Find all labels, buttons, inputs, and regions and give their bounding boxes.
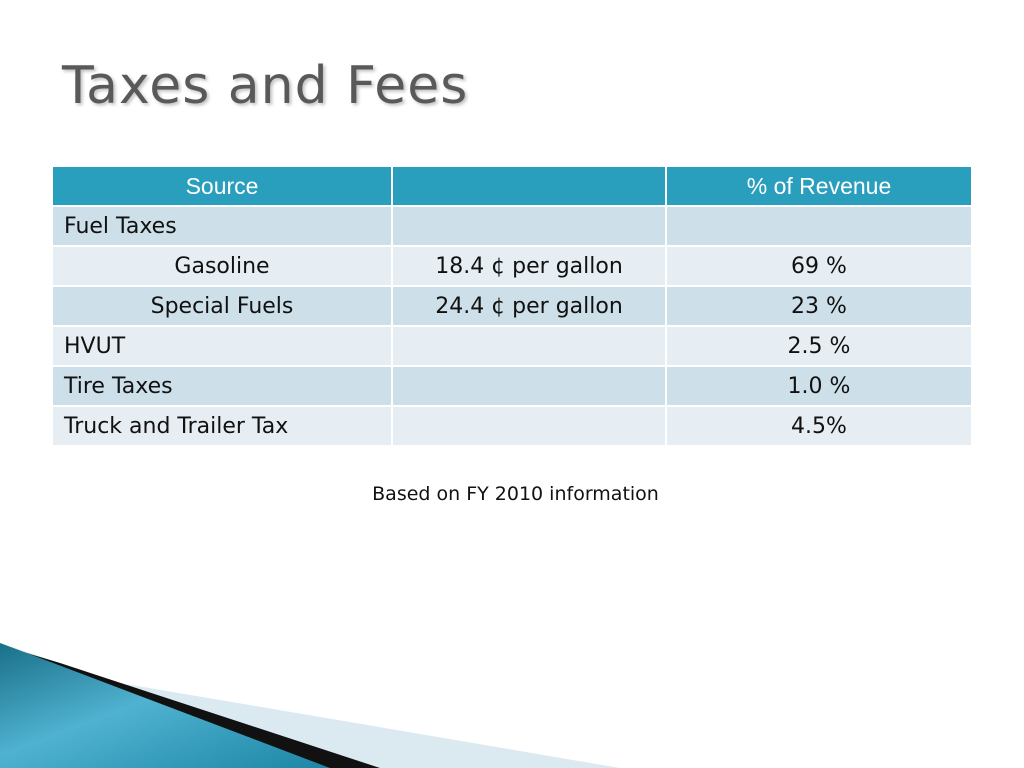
header-percent-revenue: % of Revenue	[665, 165, 973, 207]
cell-source: Truck and Trailer Tax	[51, 405, 393, 447]
cell-percent: 1.0 %	[665, 365, 973, 407]
cell-percent: 23 %	[665, 285, 973, 327]
slide-title: Taxes and Fees	[62, 56, 469, 116]
cell-rate: 18.4 ¢ per gallon	[391, 245, 667, 287]
header-rate	[391, 165, 667, 207]
cell-rate	[391, 325, 667, 367]
cell-rate	[391, 405, 667, 447]
cell-percent: 4.5%	[665, 405, 973, 447]
table-row: Gasoline 18.4 ¢ per gallon 69 %	[51, 245, 973, 287]
decorative-corner-swoosh	[0, 643, 620, 768]
table-row: HVUT 2.5 %	[51, 325, 973, 367]
table-header-row: Source % of Revenue	[51, 165, 973, 207]
cell-source: Gasoline	[51, 245, 393, 287]
cell-rate: 24.4 ¢ per gallon	[391, 285, 667, 327]
cell-source: HVUT	[51, 325, 393, 367]
cell-source: Tire Taxes	[51, 365, 393, 407]
header-source: Source	[51, 165, 393, 207]
table-row: Special Fuels 24.4 ¢ per gallon 23 %	[51, 285, 973, 327]
table-row: Tire Taxes 1.0 %	[51, 365, 973, 407]
table-row: Fuel Taxes	[51, 205, 973, 247]
cell-percent: 69 %	[665, 245, 973, 287]
cell-rate	[391, 365, 667, 407]
cell-percent: 2.5 %	[665, 325, 973, 367]
table-row: Truck and Trailer Tax 4.5%	[51, 405, 973, 447]
cell-percent	[665, 205, 973, 247]
source-caption: Based on FY 2010 information	[372, 483, 659, 505]
cell-rate	[391, 205, 667, 247]
cell-source: Fuel Taxes	[51, 205, 393, 247]
cell-source: Special Fuels	[51, 285, 393, 327]
revenue-table: Source % of Revenue Fuel Taxes Gasoline …	[51, 165, 973, 447]
